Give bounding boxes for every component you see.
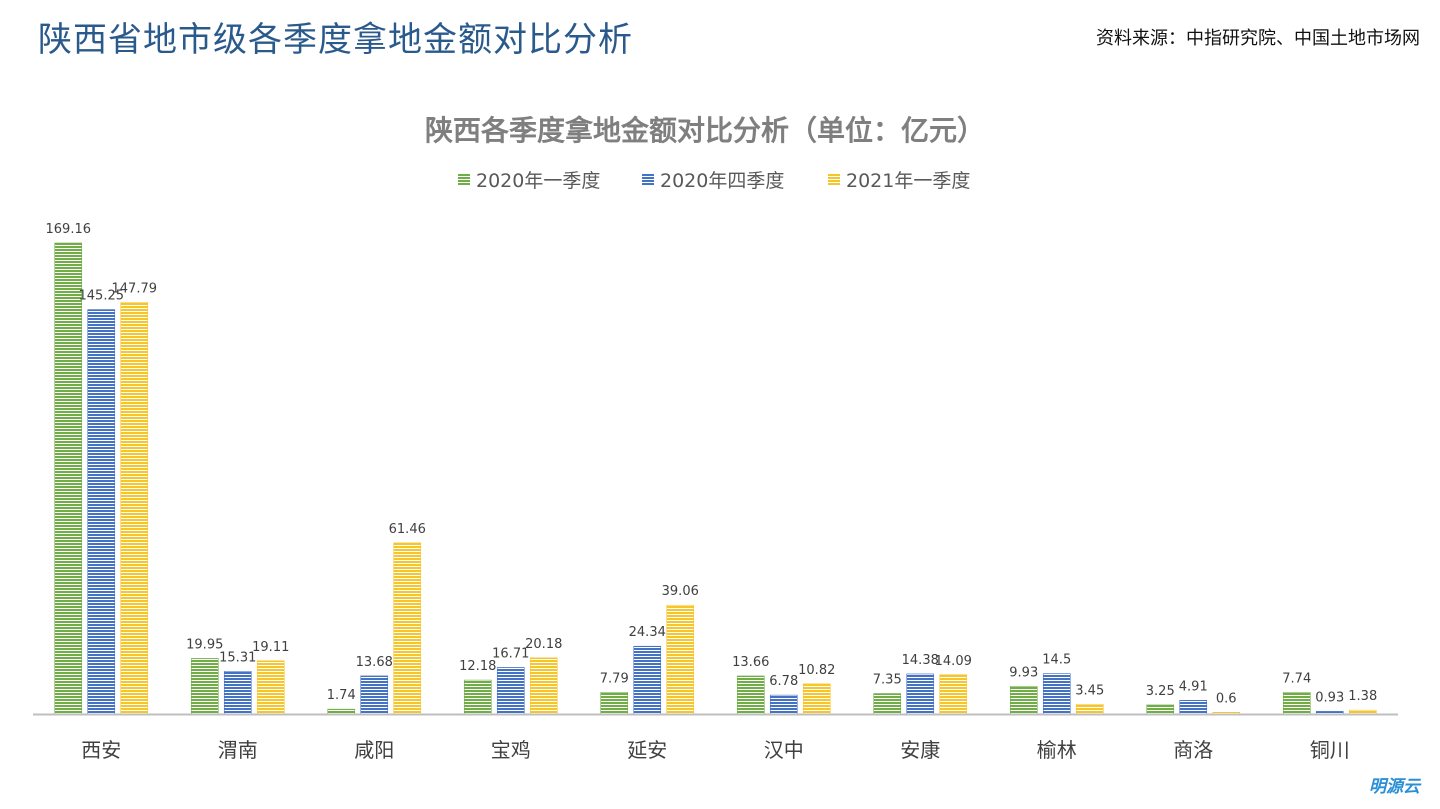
bar (256, 660, 285, 715)
bar (600, 692, 629, 715)
x-tick-label: 榆林 (1037, 738, 1077, 762)
bar (1282, 692, 1311, 715)
bar (120, 302, 149, 715)
data-label: 3.45 (1075, 683, 1104, 698)
data-label: 19.11 (252, 640, 289, 655)
bar (1348, 709, 1377, 715)
page-title: 陕西省地市级各季度拿地金额对比分析 (38, 20, 633, 60)
x-tick-labels: 西安 渭南 咸阳 宝鸡 延安 汉中 安康 榆林 商洛 铜川 (81, 738, 1350, 762)
bar (223, 671, 252, 715)
legend-swatch (642, 173, 654, 185)
bar (393, 542, 422, 715)
x-tick-label: 延安 (627, 738, 667, 762)
source-note: 资料来源：中指研究院、中国土地市场网 (1096, 28, 1420, 49)
data-label: 169.16 (46, 222, 92, 237)
legend-label: 2021年一季度 (846, 170, 970, 192)
data-label: 4.91 (1179, 679, 1208, 694)
data-label: 61.46 (389, 522, 426, 537)
x-tick-label: 安康 (900, 738, 940, 762)
data-label: 14.09 (935, 654, 972, 669)
bar (1146, 704, 1175, 715)
data-label: 145.25 (79, 289, 125, 304)
bar (54, 242, 83, 715)
x-tick-label: 商洛 (1173, 738, 1213, 762)
bar (939, 674, 968, 715)
data-label: 13.68 (356, 655, 393, 670)
data-label: 3.25 (1146, 684, 1175, 699)
x-tick-label: 西安 (81, 738, 121, 762)
bar (633, 645, 662, 715)
bar (666, 604, 695, 715)
bar (736, 675, 765, 715)
x-tick-label: 汉中 (764, 738, 804, 762)
legend-swatch (458, 173, 470, 185)
legend-label: 2020年四季度 (660, 170, 784, 192)
data-label: 16.71 (492, 646, 529, 661)
data-label: 6.78 (769, 674, 798, 689)
bar (1075, 704, 1104, 715)
bar (190, 658, 219, 715)
bar (463, 679, 492, 715)
legend-swatch (828, 173, 840, 185)
data-label: 24.34 (629, 625, 666, 640)
data-label: 19.95 (186, 637, 223, 652)
data-label: 1.74 (327, 688, 356, 703)
data-label: 7.79 (600, 671, 629, 686)
bar (360, 675, 389, 715)
data-label: 10.82 (798, 663, 835, 678)
chart-title: 陕西各季度拿地金额对比分析（单位：亿元） (425, 114, 985, 147)
legend: 2020年一季度 2020年四季度 2021年一季度 (458, 170, 970, 192)
x-tick-label: 咸阳 (354, 738, 394, 762)
bar (496, 667, 525, 715)
data-label: 14.5 (1042, 653, 1071, 668)
bar (802, 683, 831, 715)
bar (1042, 673, 1071, 715)
data-label: 147.79 (112, 282, 158, 297)
data-label: 1.38 (1348, 689, 1377, 704)
bar (906, 673, 935, 715)
bar (769, 694, 798, 715)
data-label: 12.18 (459, 659, 496, 674)
legend-label: 2020年一季度 (476, 170, 600, 192)
data-label: 7.35 (873, 673, 902, 688)
bar (873, 693, 902, 715)
x-tick-label: 宝鸡 (491, 738, 531, 762)
bar (87, 309, 116, 715)
data-label: 9.93 (1009, 665, 1038, 680)
data-label: 39.06 (662, 584, 699, 599)
bar (529, 657, 558, 715)
data-label: 20.18 (525, 637, 562, 652)
bar (1179, 700, 1208, 715)
data-label: 0.93 (1315, 690, 1344, 705)
data-label: 15.31 (219, 650, 256, 665)
x-tick-label: 渭南 (218, 738, 258, 762)
data-label: 14.38 (902, 653, 939, 668)
x-tick-label: 铜川 (1310, 738, 1350, 762)
data-label: 0.6 (1216, 691, 1237, 706)
watermark-logo: 明源云 (1369, 777, 1420, 797)
data-label: 7.74 (1282, 671, 1311, 686)
bar (327, 708, 356, 715)
bar (1009, 686, 1038, 715)
data-label: 13.66 (732, 655, 769, 670)
